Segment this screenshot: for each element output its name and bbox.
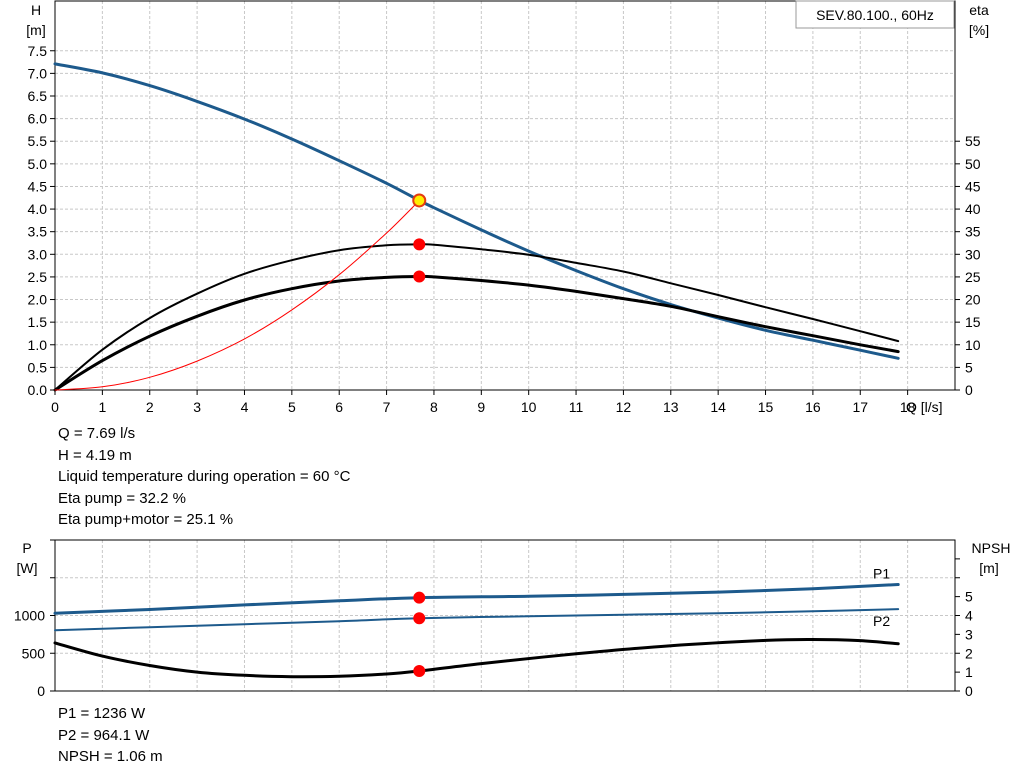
- tick-label-flow: 17: [852, 399, 868, 415]
- tick-label-flow: 1: [98, 399, 106, 415]
- tick-label-eta: 15: [965, 314, 981, 330]
- title-box: [795, 0, 955, 29]
- eta-pump-motor-curve: [53, 274, 900, 392]
- tick-label-flow: 13: [663, 399, 679, 415]
- readout-eta-pump: Eta pump = 32.2 %: [58, 489, 186, 507]
- tick-label-flow: 16: [805, 399, 821, 415]
- tick-label-head: 3.5: [28, 224, 48, 240]
- tick-label-npsh: 5: [965, 589, 973, 605]
- p2-curve: [54, 608, 900, 632]
- axis-label-head: H: [31, 2, 41, 18]
- tick-label-flow: 6: [335, 399, 343, 415]
- tick-label-head: 4.5: [28, 178, 48, 194]
- tick-label-flow: 14: [710, 399, 726, 415]
- tick-label-head: 0.5: [28, 359, 48, 375]
- duty-point-npsh-marker: [413, 664, 426, 677]
- tick-label-power: 500: [22, 645, 46, 661]
- tick-label-head: 1.5: [28, 314, 48, 330]
- tick-label-flow: 10: [521, 399, 537, 415]
- tick-label-npsh: 2: [965, 645, 973, 661]
- tick-label-head: 6.0: [28, 111, 48, 127]
- tick-label-flow: 18: [900, 399, 916, 415]
- axis-label-npsh-unit: [m]: [979, 560, 998, 576]
- tick-label-head: 7.0: [28, 65, 48, 81]
- readout-p2: P2 = 964.1 W: [58, 726, 150, 744]
- readout-head: H = 4.19 m: [58, 446, 132, 464]
- tick-label-eta: 20: [965, 292, 981, 308]
- tick-label-npsh: 1: [965, 664, 973, 680]
- tick-label-power: 1000: [14, 608, 45, 624]
- readout-liquid-temperature: Liquid temperature during operation = 60…: [58, 468, 351, 485]
- tick-label-flow: 9: [477, 399, 485, 415]
- tick-label-npsh: 3: [965, 626, 973, 642]
- tick-label-flow: 8: [430, 399, 438, 415]
- tick-label-eta: 50: [965, 156, 981, 172]
- axis-label-flow: Q [l/s]: [906, 399, 943, 415]
- tick-label-eta: 55: [965, 133, 981, 149]
- tick-label-eta: 35: [965, 224, 981, 240]
- tick-label-head: 3.0: [28, 246, 48, 262]
- readout-eta-pump-motor: Eta pump+motor = 25.1 %: [58, 511, 234, 528]
- eta-pump-curve: [54, 243, 900, 391]
- tick-label-eta: 5: [965, 359, 973, 375]
- axis-label-eta: eta: [969, 2, 989, 18]
- tick-label-npsh: 0: [965, 683, 973, 699]
- tick-label-flow: 12: [616, 399, 632, 415]
- npsh-curve: [53, 637, 900, 679]
- tick-label-flow: 5: [288, 399, 296, 415]
- axis-label-power: P: [22, 540, 31, 556]
- readout-npsh: NPSH = 1.06 m: [58, 748, 163, 765]
- duty-point-eta-pump-marker: [413, 238, 426, 251]
- tick-label-head: 2.0: [28, 292, 48, 308]
- tick-label-flow: 11: [569, 399, 584, 415]
- tick-label-eta: 40: [965, 201, 981, 217]
- tick-label-head: 2.5: [28, 269, 48, 285]
- tick-label-npsh: 4: [965, 608, 973, 624]
- system-curve: [54, 200, 420, 391]
- tick-label-flow: 15: [758, 399, 774, 415]
- tick-label-power: 0: [37, 683, 45, 699]
- power-readout: P1 = 1236 W P2 = 964.1 W NPSH = 1.06 m: [58, 703, 163, 768]
- tick-label-flow: 3: [193, 399, 201, 415]
- duty-point-head-marker: [412, 193, 427, 208]
- tick-label-flow: 0: [51, 399, 59, 415]
- tick-label-head: 0.0: [28, 382, 48, 398]
- axis-label-head-unit: [m]: [26, 22, 45, 38]
- tick-label-eta: 0: [965, 382, 973, 398]
- tick-label-eta: 45: [965, 178, 981, 194]
- tick-label-eta: 25: [965, 269, 981, 285]
- tick-label-flow: 7: [383, 399, 391, 415]
- duty-point-p2-marker: [413, 612, 426, 625]
- axis-label-power-unit: [W]: [17, 560, 38, 576]
- axis-label-eta-unit: [%]: [969, 22, 989, 38]
- duty-point-eta-motor-marker: [413, 270, 426, 283]
- tick-label-head: 5.5: [28, 133, 48, 149]
- chart-title: SEV.80.100., 60Hz: [816, 7, 934, 23]
- tick-label-head: 1.0: [28, 337, 48, 353]
- duty-point-p1-marker: [413, 591, 426, 604]
- readout-p1: P1 = 1236 W: [58, 705, 146, 722]
- tick-label-eta: 10: [965, 337, 981, 353]
- tick-label-head: 7.5: [28, 43, 48, 59]
- readout-flow: Q = 7.69 l/s: [58, 425, 136, 442]
- series-label-p1: P1: [873, 566, 890, 582]
- plot-frame-upper: [54, 0, 956, 391]
- tick-label-eta: 30: [965, 246, 981, 262]
- operating-point-readout: Q = 7.69 l/s H = 4.19 m Liquid temperatu…: [58, 423, 350, 531]
- tick-label-head: 4.0: [28, 201, 48, 217]
- tick-label-flow: 2: [146, 399, 154, 415]
- axis-label-npsh: NPSH: [972, 540, 1011, 556]
- tick-label-head: 5.0: [28, 156, 48, 172]
- head-curve: [53, 62, 900, 360]
- p1-curve: [53, 583, 900, 615]
- tick-label-flow: 4: [241, 399, 249, 415]
- tick-label-head: 6.5: [28, 88, 48, 104]
- series-label-p2: P2: [873, 613, 890, 629]
